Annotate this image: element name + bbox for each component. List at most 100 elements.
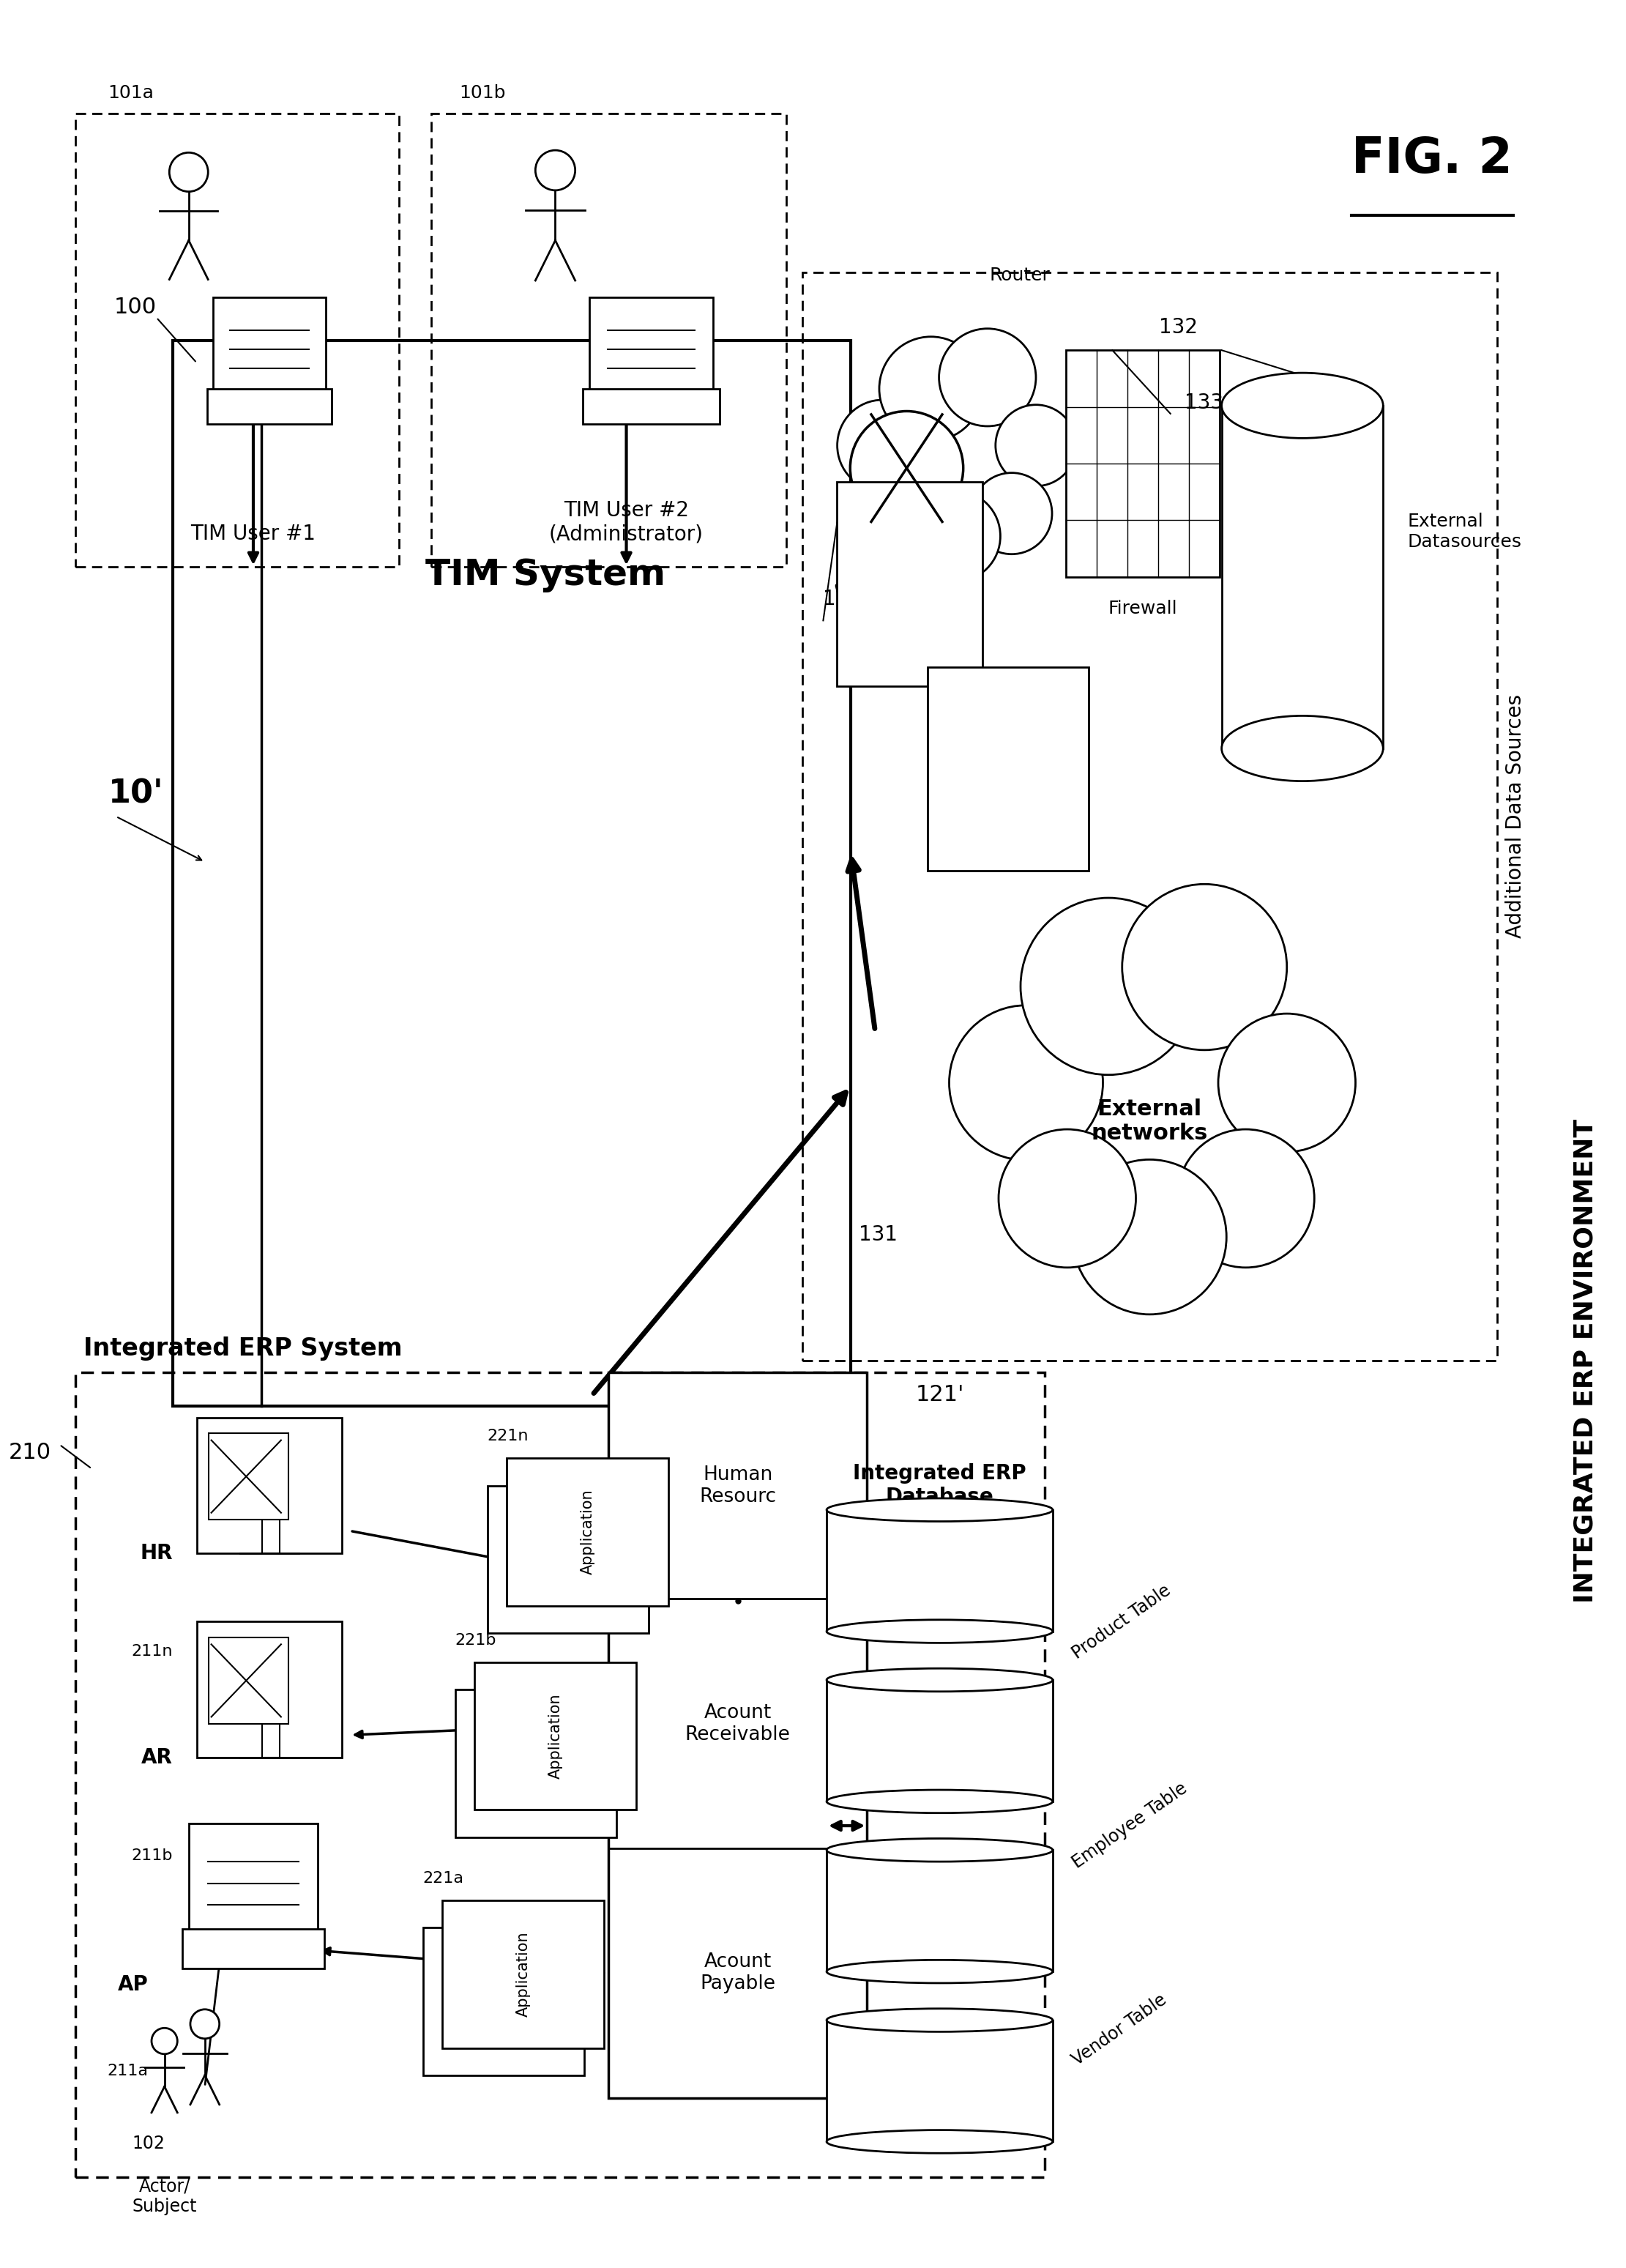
Text: Employee Table: Employee Table — [1068, 1780, 1190, 1871]
Bar — [837, 481, 982, 685]
Ellipse shape — [826, 1669, 1052, 1692]
Bar — [262, 1520, 280, 1554]
Bar — [207, 390, 332, 424]
Bar — [826, 2021, 1052, 2141]
Text: 211a: 211a — [107, 2064, 148, 2077]
Text: 101b: 101b — [460, 84, 506, 102]
Bar — [608, 1372, 867, 2098]
Circle shape — [998, 1129, 1137, 1268]
Circle shape — [995, 404, 1076, 485]
Circle shape — [950, 1005, 1102, 1161]
Bar — [1067, 349, 1220, 576]
Text: Integrated ERP System: Integrated ERP System — [83, 1336, 403, 1361]
Circle shape — [190, 2009, 220, 2039]
Circle shape — [850, 411, 963, 526]
Circle shape — [867, 472, 946, 553]
Text: TIM User #2
(Administrator): TIM User #2 (Administrator) — [550, 499, 704, 544]
Text: 130: 130 — [823, 587, 862, 610]
Text: HR: HR — [140, 1542, 172, 1565]
Text: 221b: 221b — [455, 1633, 496, 1647]
Ellipse shape — [1221, 372, 1384, 438]
Circle shape — [911, 490, 1000, 581]
Circle shape — [151, 2028, 177, 2055]
Circle shape — [535, 150, 576, 191]
Text: Product Table: Product Table — [1068, 1581, 1174, 1662]
Bar — [189, 1823, 319, 1932]
Text: 121': 121' — [915, 1383, 964, 1406]
Text: Human
Resourc: Human Resourc — [699, 1465, 776, 1506]
Bar — [172, 340, 850, 1406]
Bar — [507, 1458, 668, 1606]
Ellipse shape — [826, 2130, 1052, 2152]
Bar — [423, 1928, 584, 2075]
Text: 211n: 211n — [132, 1644, 172, 1658]
Text: TIM User #1: TIM User #1 — [190, 524, 315, 544]
Bar — [475, 1662, 636, 1810]
Bar — [76, 113, 398, 567]
Text: Actor/
Subject: Actor/ Subject — [132, 2177, 197, 2216]
Circle shape — [880, 336, 982, 440]
Bar — [1221, 406, 1384, 748]
Circle shape — [1122, 885, 1286, 1050]
Bar — [197, 1418, 341, 1554]
Text: 133: 133 — [1184, 392, 1223, 413]
Text: 10': 10' — [107, 778, 163, 810]
Ellipse shape — [826, 1960, 1052, 1982]
Circle shape — [1177, 1129, 1314, 1268]
Text: External
Datasources: External Datasources — [1408, 513, 1522, 551]
Text: Application: Application — [515, 1932, 530, 2016]
Text: Acount
Receivable: Acount Receivable — [685, 1703, 790, 1744]
Bar — [826, 1681, 1052, 1801]
Ellipse shape — [1221, 717, 1384, 780]
Bar — [442, 1901, 603, 2048]
Text: Router: Router — [989, 268, 1050, 284]
Text: 101a: 101a — [107, 84, 154, 102]
Text: 131: 131 — [859, 1225, 898, 1245]
Bar — [826, 1510, 1052, 1631]
Text: AR: AR — [141, 1746, 172, 1769]
Text: Firewall: Firewall — [1109, 599, 1177, 617]
Bar — [488, 1486, 649, 1633]
Text: 210: 210 — [8, 1442, 52, 1463]
Bar — [262, 1724, 280, 1758]
Circle shape — [1021, 898, 1197, 1075]
Bar — [802, 272, 1498, 1361]
Text: Application: Application — [548, 1694, 563, 1778]
Text: INTEGRATED ERP ENVIRONMENT: INTEGRATED ERP ENVIRONMENT — [1574, 1118, 1598, 1603]
Circle shape — [169, 152, 208, 191]
Circle shape — [837, 399, 928, 490]
Bar — [208, 1433, 288, 1520]
Text: Server,
logs: Server, logs — [881, 567, 940, 599]
Text: External
networks: External networks — [1091, 1098, 1208, 1145]
Text: Acount
Payable: Acount Payable — [701, 1953, 776, 1994]
Circle shape — [1073, 1159, 1226, 1315]
Ellipse shape — [826, 1839, 1052, 1862]
Bar — [589, 297, 714, 392]
Ellipse shape — [826, 2009, 1052, 2032]
Text: Vendor Table: Vendor Table — [1068, 1991, 1169, 2068]
Bar — [826, 1851, 1052, 1971]
Text: Application: Application — [580, 1490, 595, 1574]
Text: FIG. 2: FIG. 2 — [1351, 134, 1512, 184]
Text: 100: 100 — [114, 297, 156, 318]
Circle shape — [971, 472, 1052, 553]
Bar — [927, 667, 1089, 871]
Bar — [582, 390, 720, 424]
Bar — [431, 113, 787, 567]
Bar — [182, 1928, 324, 1969]
Ellipse shape — [826, 1789, 1052, 1812]
Text: TIM System: TIM System — [426, 558, 665, 592]
Bar — [213, 297, 325, 392]
Text: 221n: 221n — [488, 1429, 528, 1442]
Circle shape — [1218, 1014, 1356, 1152]
Bar — [197, 1622, 341, 1758]
Ellipse shape — [826, 1499, 1052, 1522]
Text: 221a: 221a — [423, 1871, 463, 1885]
Bar — [76, 1372, 1044, 2177]
Ellipse shape — [826, 1619, 1052, 1642]
Text: 102: 102 — [132, 2134, 164, 2152]
Text: AP: AP — [117, 1973, 148, 1996]
Text: 132: 132 — [1159, 318, 1197, 338]
Bar — [455, 1690, 616, 1837]
Text: 211b: 211b — [132, 1848, 172, 1862]
